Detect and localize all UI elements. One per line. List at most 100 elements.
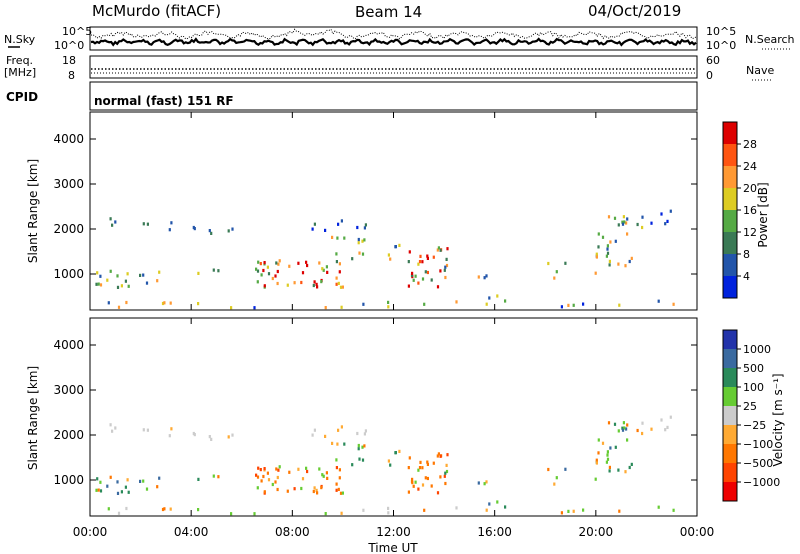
- power-echo: [300, 280, 303, 285]
- velocity-echo: [606, 457, 610, 461]
- power-echo: [274, 274, 277, 278]
- power-echo: [614, 239, 617, 243]
- velocity-echo: [608, 465, 611, 469]
- power-echo: [485, 274, 488, 278]
- velocity-echo: [666, 425, 669, 429]
- power-echo: [432, 255, 435, 259]
- power-echo: [340, 305, 343, 309]
- velocity-colorbar-frame: [722, 329, 738, 502]
- nsearch-trace: [90, 28, 697, 40]
- velocity-echo: [259, 468, 262, 472]
- power-echo: [127, 284, 130, 288]
- velocity-echo: [477, 481, 480, 485]
- power-colorbar-swatch: [723, 122, 737, 144]
- power-echo: [443, 268, 446, 272]
- velocity-echo: [421, 466, 424, 470]
- power-y-axis: 1000 2000 3000 4000: [53, 132, 697, 281]
- velocity-echo: [623, 426, 626, 430]
- velocity-echo: [356, 431, 359, 436]
- power-echo: [116, 285, 120, 289]
- velocity-echo: [485, 508, 488, 512]
- power-echo: [259, 262, 262, 266]
- power-echo: [617, 262, 620, 266]
- velocity-echo: [618, 509, 621, 513]
- velocity-echo: [597, 438, 600, 442]
- power-echo: [306, 263, 309, 268]
- velocity-echo: [407, 490, 410, 494]
- velocity-echo: [338, 476, 341, 480]
- velocity-echo: [210, 437, 213, 441]
- power-echo: [99, 283, 103, 287]
- power-echo: [608, 263, 611, 267]
- power-echo: [305, 260, 308, 264]
- power-echo: [597, 232, 600, 236]
- nsearch-tick-high: 10^5: [706, 25, 736, 38]
- velocity-echo: [445, 469, 449, 474]
- power-echo: [142, 222, 145, 226]
- power-echo: [444, 265, 447, 269]
- power-echo: [430, 278, 433, 282]
- nave-tick-high: 60: [706, 54, 720, 67]
- power-echo: [555, 270, 558, 274]
- velocity-echo: [641, 431, 644, 436]
- velocity-echo: [99, 489, 103, 493]
- power-echo: [387, 300, 390, 304]
- power-echo: [276, 281, 279, 286]
- x-axis-label: Time UT: [367, 541, 418, 554]
- power-echo: [357, 241, 360, 245]
- velocity-echo: [256, 486, 259, 490]
- power-echo: [125, 300, 128, 305]
- power-echo: [111, 223, 114, 227]
- power-echo: [364, 223, 367, 227]
- velocity-echo: [636, 428, 639, 433]
- velocity-echo: [608, 469, 611, 473]
- power-echo: [263, 261, 266, 265]
- power-echo: [361, 239, 364, 243]
- power-echo: [407, 260, 410, 264]
- velocity-echo: [606, 450, 609, 454]
- velocity-echo: [488, 502, 491, 506]
- velocity-colorbar: 1000 500 100 25 −25 −100 −500 −1000: [722, 329, 780, 502]
- velocity-echo: [411, 477, 414, 481]
- x-tick-label: 00:00: [680, 525, 715, 539]
- power-echo: [414, 274, 417, 278]
- power-echo: [496, 294, 499, 298]
- power-echo: [417, 281, 420, 285]
- velocity-colorbar-tick-label: 100: [743, 381, 764, 394]
- power-echo: [343, 236, 346, 240]
- power-colorbar-label: Power [dB]: [756, 182, 770, 247]
- velocity-echo: [117, 511, 121, 515]
- velocity-echo: [99, 480, 102, 484]
- velocity-echo: [410, 479, 414, 483]
- velocity-colorbar-tick-label: 25: [743, 400, 757, 413]
- power-echo: [606, 244, 609, 248]
- power-colorbar-tick-label: 20: [743, 182, 757, 195]
- power-echo: [605, 254, 608, 258]
- velocity-colorbar-label: Velocity [m s⁻¹]: [771, 373, 785, 466]
- velocity-echo: [337, 487, 340, 491]
- velocity-echo: [275, 467, 278, 471]
- power-echo: [426, 254, 429, 258]
- velocity-echo: [156, 485, 159, 489]
- velocity-y-tick-label: 4000: [53, 338, 84, 352]
- velocity-colorbar-swatch: [723, 330, 737, 349]
- velocity-echo: [664, 428, 667, 432]
- velocity-colorbar-swatch: [723, 482, 737, 501]
- power-echo: [297, 261, 300, 265]
- power-echo: [363, 226, 366, 230]
- velocity-echo: [305, 466, 308, 470]
- velocity-echo: [439, 454, 442, 458]
- power-colorbar-swatch: [723, 210, 737, 232]
- power-echo: [230, 306, 233, 310]
- power-echo: [560, 305, 563, 309]
- power-echo: [351, 257, 354, 261]
- velocity-echo: [555, 476, 558, 480]
- velocity-echo: [613, 422, 617, 426]
- power-echo: [120, 284, 123, 288]
- velocity-echo: [426, 476, 429, 481]
- power-data-layer: [95, 209, 675, 310]
- power-echo: [324, 306, 327, 310]
- power-colorbar: 4 8 12 16 20 24 28: [722, 121, 757, 299]
- velocity-echo: [455, 506, 458, 510]
- velocity-echo: [361, 458, 365, 462]
